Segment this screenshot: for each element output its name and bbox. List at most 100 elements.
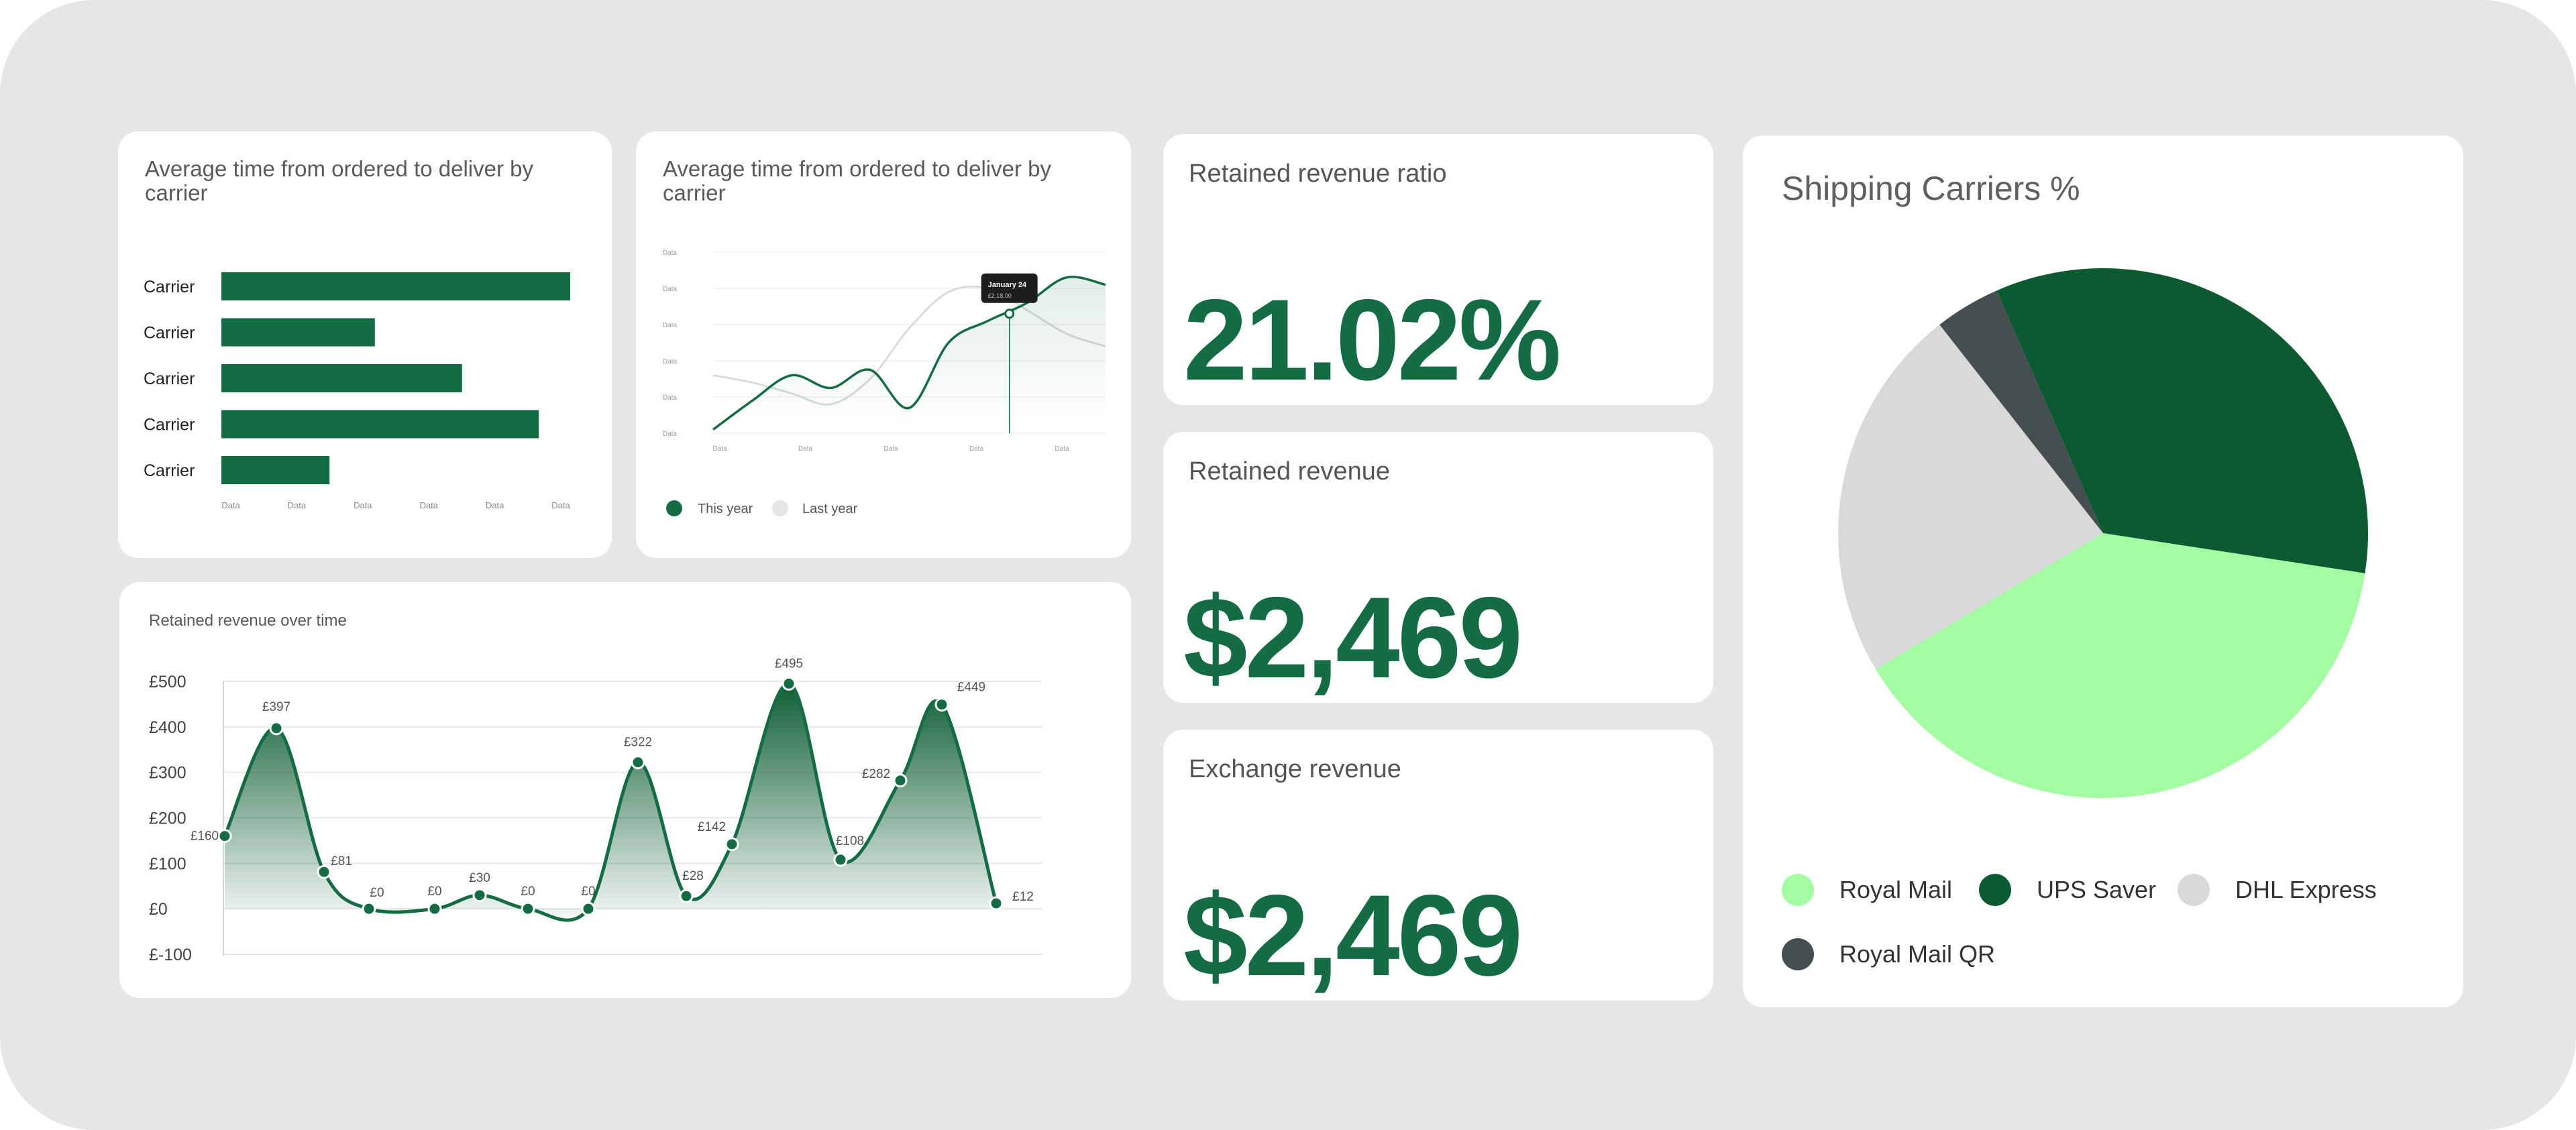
area-chart: £500 £400 £300 £200 £100 £0 £-100 £160 £397 £81 £0… (149, 657, 1042, 964)
area-data-point[interactable] (472, 888, 487, 903)
area-line (223, 681, 998, 922)
area-y-tick-label: £500 (149, 673, 186, 691)
pie-chart (1838, 268, 2368, 799)
area-data-label: £282 (862, 767, 890, 781)
bar (221, 272, 570, 300)
tooltip-value: £2,18.00 (988, 292, 1012, 299)
line-x-tick-label: Data (883, 445, 898, 453)
pie-slice[interactable] (1996, 268, 2368, 573)
area-data-point[interactable] (581, 901, 596, 916)
area-chart-card: Retained revenue over time £500 £400 £300 £… (119, 582, 1131, 998)
pie-legend-swatch (1979, 874, 2011, 906)
chart-tooltip (981, 273, 1038, 303)
area-data-label: £322 (624, 736, 652, 750)
area-data-label: £12 (1012, 890, 1034, 904)
area-data-label: £0 (521, 885, 535, 899)
tooltip-point[interactable] (1004, 308, 1015, 319)
area-data-label: £0 (427, 885, 441, 899)
area-data-point[interactable] (269, 721, 284, 736)
area-data-point[interactable] (893, 773, 908, 788)
bar (221, 410, 539, 439)
area-y-tick-label: £100 (149, 854, 186, 873)
pie-legend-item: Royal Mail QR (1782, 938, 1995, 970)
pie-chart-card: Shipping Carriers % Royal Mail UPS Saver D… (1743, 135, 2463, 1007)
area-data-point[interactable] (362, 901, 376, 916)
bar (221, 456, 330, 484)
area-data-point[interactable] (317, 864, 331, 879)
bar-category-label: Carrier (144, 370, 195, 388)
area-data-point[interactable] (782, 676, 796, 691)
tooltip-date: January 24 (988, 281, 1027, 289)
pie-legend-item: DHL Express (2178, 874, 2377, 906)
area-data-label: £30 (469, 871, 490, 885)
area-data-point[interactable] (679, 889, 694, 903)
area-data-label: £108 (836, 834, 864, 848)
area-y-tick-label: £0 (149, 900, 168, 919)
bar-category-label: Carrier (144, 324, 195, 343)
pie-legend-item: Royal Mail (1782, 874, 1952, 906)
kpi-card-retained-ratio: Retained revenue ratio 21.02% (1163, 134, 1713, 405)
kpi-card-retained-revenue: Retained revenue $2,469 (1163, 432, 1713, 703)
area-y-tick-label: £400 (149, 718, 186, 737)
area-fill (225, 683, 996, 921)
bar-chart-title: Average time from ordered to deliver by … (145, 156, 533, 205)
area-data-label: £449 (957, 681, 985, 695)
pie-slice[interactable] (1939, 290, 2103, 533)
line-y-tick-label: Data (663, 286, 678, 293)
area-data-point[interactable] (934, 697, 949, 712)
bar-x-tick-label: Data (354, 500, 372, 510)
pie-legend-label: Royal Mail QR (1839, 940, 1996, 968)
bar-category-label: Carrier (144, 461, 195, 480)
line-y-tick-label: Data (663, 358, 678, 365)
area-data-label: £397 (262, 700, 290, 714)
kpi-card-exchange-revenue: Exchange revenue $2,469 (1163, 730, 1713, 1001)
pie-legend-label: DHL Express (2235, 876, 2377, 903)
bar-category-label: Carrier (144, 416, 195, 435)
legend-label-last-year: Last year (802, 502, 858, 516)
bar (221, 318, 375, 347)
line-y-tick-label: Data (663, 249, 678, 257)
bar-x-tick-label: Data (486, 500, 504, 510)
bar-chart-card: Average time from ordered to deliver by … (118, 131, 612, 558)
area-data-label: £160 (191, 830, 219, 844)
bar-chart: Carrier Carrier Carrier Carrier Carrier Data D… (144, 272, 570, 510)
pie-slice[interactable] (1876, 533, 2365, 799)
area-data-label: £0 (370, 886, 384, 900)
area-data-point[interactable] (427, 901, 442, 916)
kpi-title: Retained revenue (1189, 457, 1390, 486)
line-y-tick-label: Data (663, 431, 678, 438)
legend-swatch-last-year (772, 500, 788, 516)
area-data-label: £81 (331, 854, 352, 868)
bar-x-tick-label: Data (221, 500, 240, 510)
area-y-tick-label: £200 (149, 809, 186, 828)
kpi-title: Retained revenue ratio (1189, 160, 1447, 188)
area-data-point[interactable] (521, 901, 535, 916)
line-y-tick-label: Data (663, 394, 678, 402)
area-data-label: £495 (775, 657, 803, 671)
line-chart-card: Average time from ordered to deliver by … (636, 131, 1131, 558)
legend-label-this-year: This year (698, 502, 753, 516)
line-x-tick-label: Data (712, 445, 727, 453)
pie-legend-item: UPS Saver (1979, 874, 2156, 906)
kpi-value: $2,469 (1183, 871, 1523, 1000)
bar (221, 364, 462, 392)
line-chart-title: Average time from ordered to deliver by … (663, 156, 1051, 205)
pie-chart-title: Shipping Carriers % (1782, 170, 2080, 207)
line-x-tick-label: Data (1055, 445, 1069, 453)
area-data-label: £0 (581, 885, 595, 899)
pie-slice[interactable] (1838, 325, 2103, 669)
area-data-point[interactable] (631, 755, 645, 770)
bar-x-tick-label: Data (419, 500, 438, 510)
pie-legend-label: UPS Saver (2037, 876, 2157, 903)
area-data-point[interactable] (833, 852, 848, 867)
area-data-point[interactable] (724, 837, 739, 852)
area-data-point[interactable] (217, 829, 232, 844)
bar-x-tick-label: Data (288, 500, 307, 510)
kpi-value: $2,469 (1183, 573, 1523, 702)
kpi-value: 21.02% (1183, 276, 1561, 404)
area-data-point[interactable] (989, 896, 1004, 911)
line-y-tick-label: Data (663, 322, 678, 329)
area-y-tick-label: £300 (149, 764, 186, 783)
area-data-label: £28 (682, 869, 704, 883)
